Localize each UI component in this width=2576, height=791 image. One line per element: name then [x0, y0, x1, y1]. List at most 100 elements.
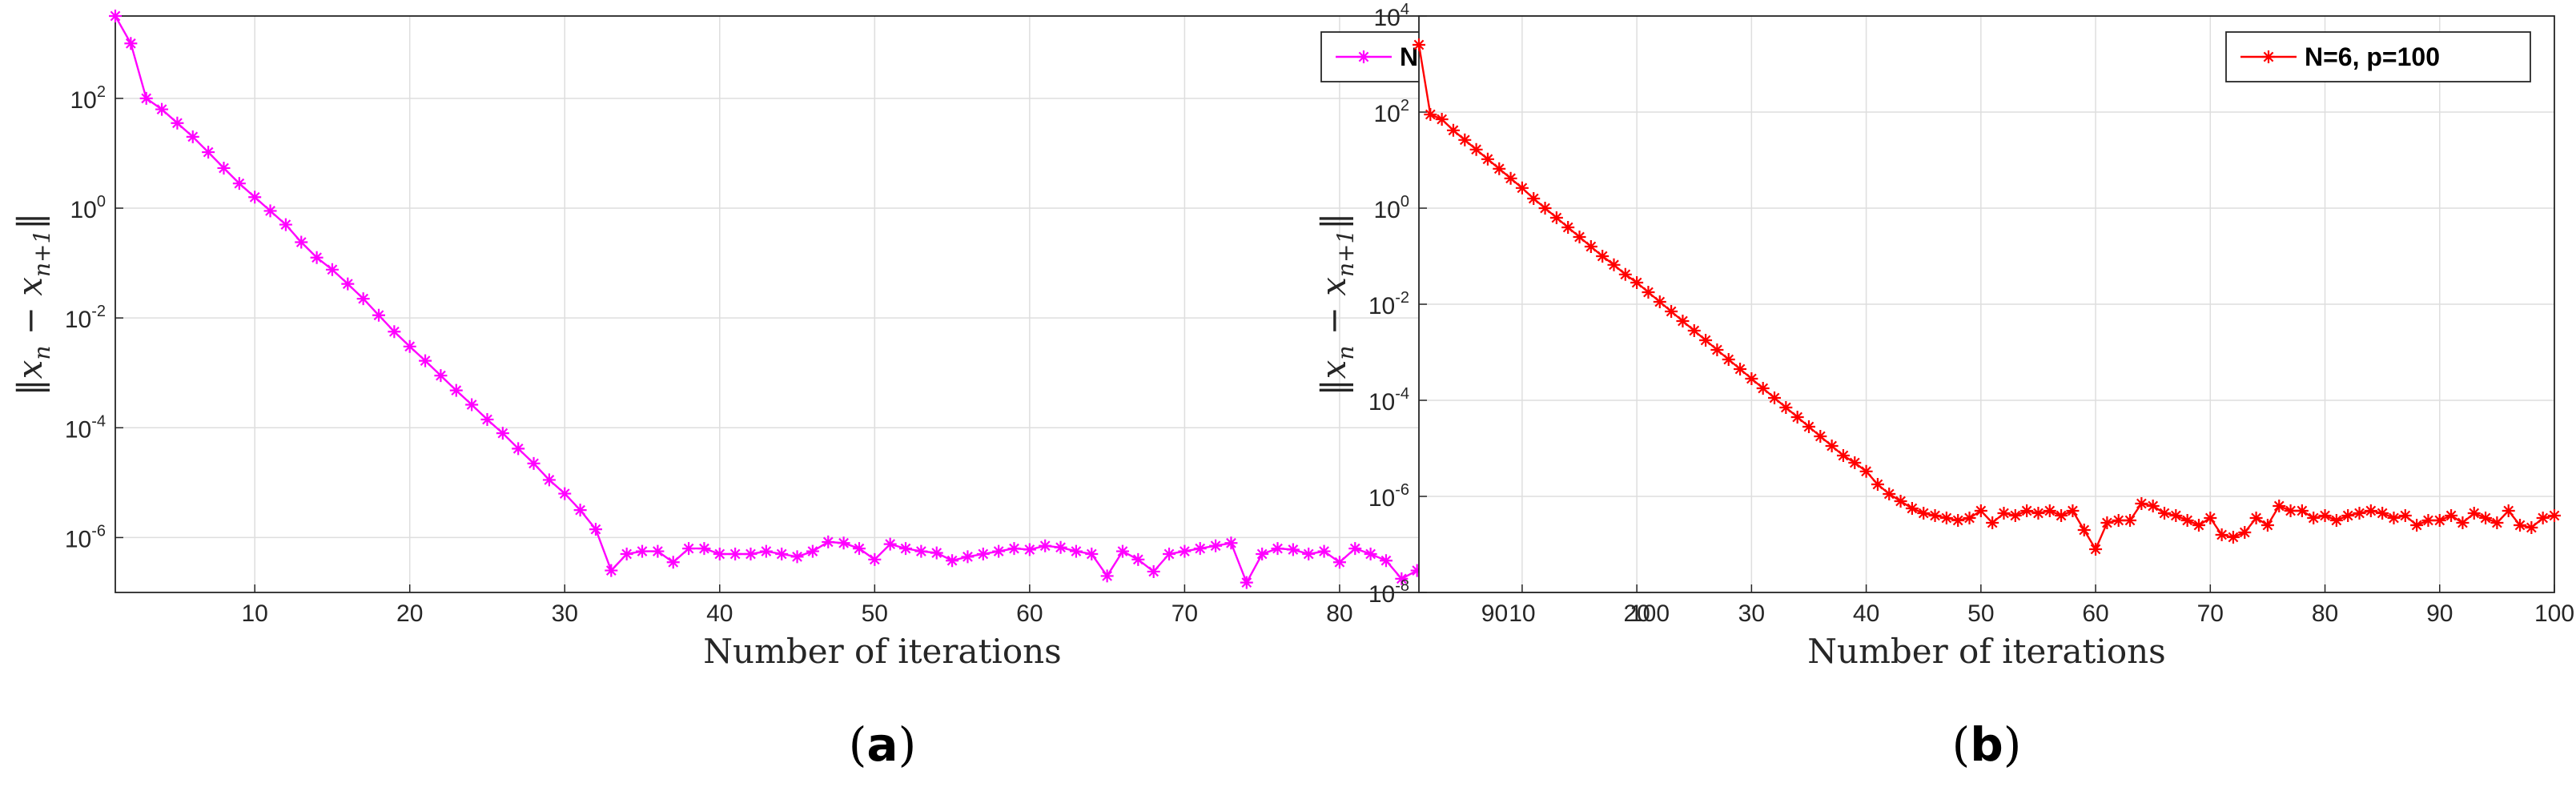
x-tick-label: 70 [2197, 600, 2224, 627]
y-tick-label: 100 [70, 193, 106, 223]
data-point [1894, 495, 1907, 508]
data-point [1653, 295, 1666, 308]
data-point [2514, 519, 2527, 532]
x-tick-label: 40 [706, 600, 733, 627]
data-point [2525, 521, 2538, 534]
y-axis-label: ‖xn − xn+1‖ [1314, 213, 1359, 396]
data-point [1951, 514, 1965, 527]
data-point [1665, 305, 1678, 318]
data-point [1317, 544, 1331, 558]
data-point [729, 548, 742, 560]
series-line [114, 15, 1650, 585]
data-point [1859, 464, 1873, 478]
data-point [2341, 509, 2355, 522]
data-point [1348, 542, 1362, 556]
data-point [1446, 123, 1460, 137]
data-point [155, 102, 169, 116]
data-point [512, 442, 525, 456]
data-point [2146, 500, 2160, 512]
data-point [2100, 516, 2114, 529]
data-point [1883, 488, 1896, 500]
data-point [1527, 192, 1541, 205]
data-point [837, 536, 850, 550]
data-point [139, 91, 153, 105]
data-point [1410, 564, 1424, 577]
data-point [2180, 514, 2194, 527]
data-point [2318, 509, 2332, 522]
data-point [1745, 372, 1758, 385]
data-point [1607, 258, 1621, 271]
data-point [1240, 576, 1253, 589]
data-point [1974, 504, 1987, 517]
data-point [1871, 478, 1884, 491]
x-tick-label: 80 [1326, 600, 1352, 627]
data-point [1007, 542, 1021, 556]
data-point [961, 550, 975, 564]
data-point [744, 548, 758, 560]
legend-label: N=6, p=100 [2305, 42, 2440, 71]
data-point [1147, 564, 1160, 578]
data-point [2536, 512, 2550, 524]
data-point [2353, 507, 2366, 520]
data-point [1209, 539, 1223, 552]
data-point [1178, 544, 1192, 558]
y-tick-label: 102 [1374, 97, 1410, 127]
x-tick-label: 100 [2534, 600, 2574, 627]
data-point [2421, 514, 2435, 527]
data-point [2307, 512, 2321, 524]
data-point [186, 130, 199, 143]
x-tick-label: 50 [862, 600, 888, 627]
y-axis-label: ‖xn − xn+1‖ [10, 213, 55, 396]
data-point [1364, 548, 1377, 560]
data-point [2295, 504, 2309, 517]
data-point [2055, 509, 2068, 522]
data-point [1986, 516, 1999, 529]
data-point [2077, 524, 2091, 536]
x-axis-label: Number of iterations [703, 632, 1061, 671]
data-point [2284, 504, 2297, 517]
data-point [1069, 544, 1083, 558]
x-tick-label: 30 [552, 600, 578, 627]
x-tick-label: 90 [2426, 600, 2453, 627]
data-point [636, 544, 649, 558]
data-point [682, 542, 696, 556]
data-point [806, 544, 819, 558]
data-point [713, 548, 726, 560]
data-point [1768, 391, 1782, 404]
data-point [1917, 507, 1931, 520]
x-axis-label: Number of iterations [1807, 632, 2165, 671]
data-point [232, 177, 246, 191]
data-point [1100, 569, 1114, 583]
data-point [1699, 334, 1713, 347]
y-tick-label: 104 [1374, 1, 1410, 31]
data-point [2192, 519, 2205, 532]
data-point [775, 548, 789, 560]
data-point [1023, 543, 1036, 556]
data-point [465, 398, 479, 412]
x-tick-label: 70 [1171, 600, 1198, 627]
data-point [1814, 430, 1827, 443]
data-point [1642, 286, 1655, 299]
data-point [2398, 509, 2412, 522]
data-point [2467, 507, 2481, 520]
data-point [2158, 507, 2172, 520]
data-point [2008, 509, 2022, 522]
data-point [496, 427, 509, 440]
legend-marker [2262, 50, 2275, 63]
y-tick-label: 10-2 [65, 303, 106, 333]
x-tick-label: 100 [1630, 600, 1670, 627]
data-point [1756, 382, 1770, 395]
data-point [1302, 548, 1316, 560]
data-point [868, 552, 882, 566]
data-point [388, 325, 401, 339]
data-point [2043, 504, 2056, 517]
data-point [2020, 504, 2034, 517]
y-tick-label: 10-6 [1368, 481, 1409, 512]
data-point [124, 37, 138, 50]
data-point [1939, 512, 1953, 524]
data-point [1131, 552, 1145, 566]
data-point [1224, 536, 1238, 550]
y-tick-label: 102 [70, 83, 106, 114]
data-point [1085, 548, 1099, 560]
data-point [1256, 548, 1269, 560]
